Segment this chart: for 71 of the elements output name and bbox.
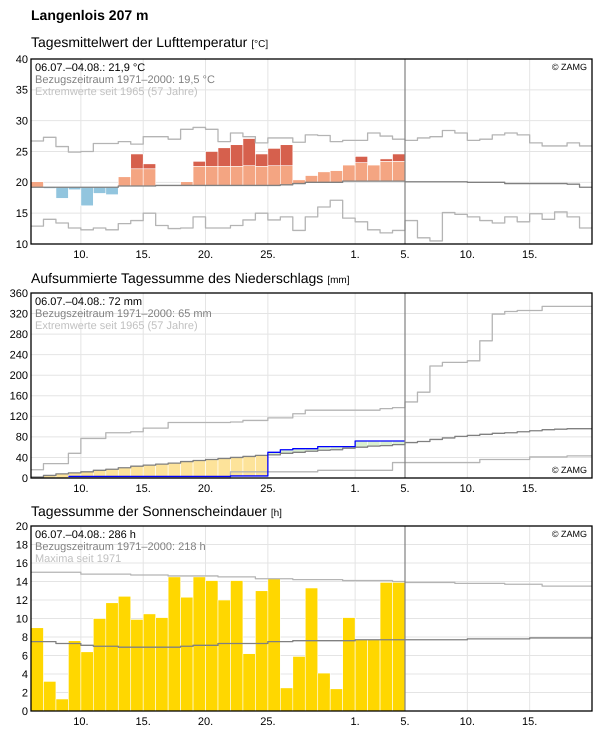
y-tick-label: 2 (22, 687, 28, 700)
y-tick-label: 160 (10, 390, 28, 403)
chart-title: Tagessumme der Sonnenscheindauer (31, 503, 267, 519)
y-tick-label: 0 (22, 706, 28, 718)
annotation: Bezugszeitraum 1971–2000: 19,5 °C (35, 74, 215, 86)
y-axis-title: [mm] (327, 275, 350, 286)
y-tick-label: 10 (16, 238, 28, 251)
y-axis-title: [°C] (251, 39, 268, 50)
annotation: Maxima seit 1971 (35, 553, 122, 565)
chart-title: Aufsummierte Tagessumme des Niederschlags (31, 270, 324, 286)
annotation: © ZAMG (552, 62, 587, 72)
x-tick-label: 10. (460, 483, 475, 495)
x-tick-label: 20. (198, 716, 214, 728)
y-tick-label: 6 (22, 650, 28, 662)
annotation: Bezugszeitraum 1971–2000: 65 mm (35, 308, 212, 320)
x-tick-label: 10. (460, 249, 475, 261)
x-tick-label: 10. (73, 716, 89, 728)
y-tick-label: 10 (16, 613, 28, 626)
y-tick-label: 18 (16, 539, 28, 552)
y-tick-label: 120 (10, 411, 28, 424)
chart-subtitle: Tagesmittelwert der Lufttemperatur (31, 34, 248, 50)
x-tick-label: 25. (260, 249, 276, 261)
y-tick-label: 4 (22, 668, 28, 681)
x-tick-label: 1. (350, 716, 360, 728)
x-tick-label: 15. (136, 249, 151, 261)
chart-title: Langenlois 207 m (31, 7, 148, 23)
x-tick-label: 5. (400, 249, 410, 261)
x-tick-label: 20. (198, 483, 214, 495)
y-tick-label: 12 (16, 594, 28, 607)
y-tick-label: 40 (16, 54, 28, 66)
y-tick-label: 280 (10, 328, 28, 341)
x-tick-label: 15. (522, 483, 538, 495)
annotation: 06.07.–04.08.: 286 h (35, 529, 136, 541)
y-tick-label: 40 (16, 452, 28, 464)
y-tick-label: 320 (10, 308, 28, 320)
y-tick-label: 14 (16, 576, 28, 588)
y-tick-label: 240 (10, 350, 28, 362)
y-tick-label: 16 (16, 558, 28, 570)
x-tick-label: 15. (136, 483, 151, 495)
y-tick-label: 360 (10, 288, 28, 300)
x-tick-label: 5. (400, 716, 410, 728)
y-tick-label: 200 (10, 370, 28, 382)
x-tick-label: 25. (260, 483, 276, 495)
y-tick-label: 15 (16, 208, 28, 220)
y-tick-label: 35 (16, 84, 28, 97)
x-tick-label: 25. (260, 716, 276, 728)
x-tick-label: 1. (350, 483, 360, 495)
annotation: © ZAMG (552, 529, 587, 539)
x-tick-label: 20. (198, 249, 214, 261)
x-tick-label: 15. (136, 716, 151, 728)
y-tick-label: 25 (16, 146, 28, 158)
x-tick-label: 5. (400, 483, 410, 495)
annotation: Extremwerte seit 1965 (57 Jahre) (35, 86, 198, 98)
annotation: Bezugszeitraum 1971–2000: 218 h (35, 541, 206, 553)
y-tick-label: 80 (16, 432, 28, 444)
x-tick-label: 10. (73, 249, 89, 261)
x-tick-label: 15. (522, 716, 538, 728)
y-tick-label: 30 (16, 116, 28, 128)
x-tick-label: 15. (522, 249, 538, 261)
y-tick-label: 20 (16, 177, 28, 190)
x-tick-label: 1. (350, 249, 360, 261)
y-tick-label: 8 (22, 632, 28, 644)
y-tick-label: 0 (22, 472, 28, 485)
y-tick-label: 20 (16, 520, 28, 533)
x-tick-label: 10. (460, 716, 475, 728)
annotation: © ZAMG (552, 465, 587, 475)
annotation: Extremwerte seit 1965 (57 Jahre) (35, 320, 198, 332)
x-tick-label: 10. (73, 483, 89, 495)
annotation: 06.07.–04.08.: 72 mm (35, 296, 142, 308)
annotation: 06.07.–04.08.: 21,9 °C (35, 62, 146, 74)
y-axis-title: [h] (270, 508, 282, 519)
